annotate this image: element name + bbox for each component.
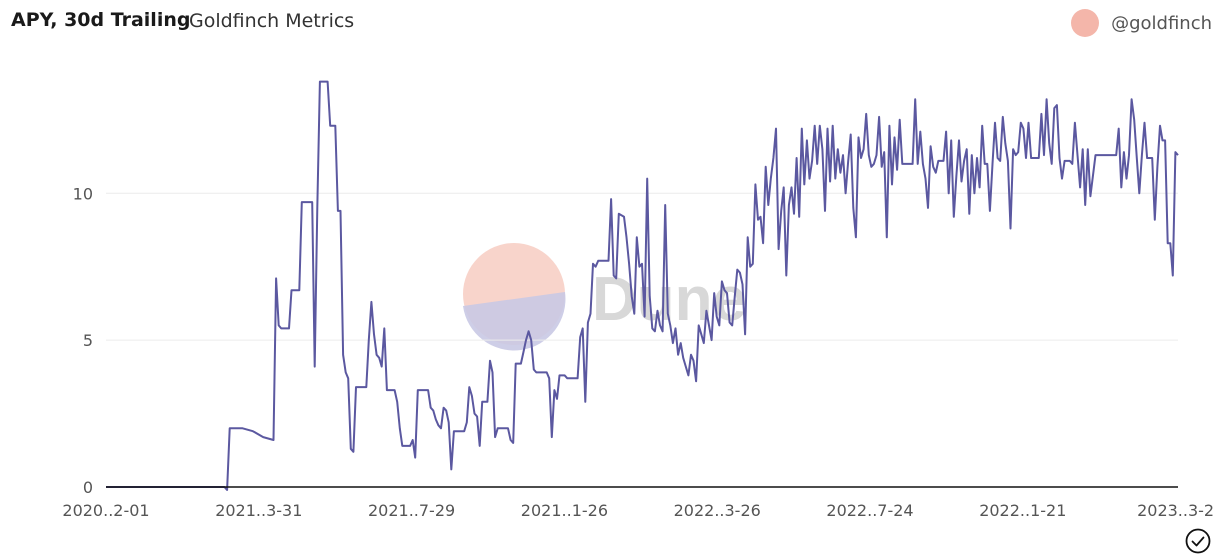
x-axis: 2020..2-01 2021..3-31 2021..7-29 2021..1-26… [62,501,1214,520]
gridlines [106,192,1178,341]
author-name[interactable]: @goldfinch [1111,12,1212,34]
y-tick-label: 5 [83,331,93,350]
watermark-circle-lower-icon [463,292,566,351]
x-tick-label: 2021..7-29 [368,501,455,520]
chart-title: APY, 30d Trailing [11,9,191,31]
y-tick-label: 10 [73,184,93,203]
author-badge[interactable]: @goldfinch [1071,8,1212,38]
dashboard-name[interactable]: Goldfinch Metrics [189,10,355,32]
x-tick-label: 2021..3-31 [215,501,302,520]
avatar [1071,9,1100,37]
series-line-apy[interactable] [106,80,1179,491]
x-tick-label: 2022..7-24 [826,501,913,520]
x-tick-label: 2022..1-21 [979,501,1066,520]
y-tick-label: 0 [83,478,93,497]
chart-header: APY, 30d Trailing Goldfinch Metrics @gol… [0,0,1221,44]
x-tick-label: 2023..3-2 [1137,501,1214,520]
x-tick-label: 2020..2-01 [62,501,149,520]
check-circle-icon[interactable] [1185,528,1211,554]
x-tick-label: 2021..1-26 [521,501,608,520]
y-axis: 0 5 10 [73,184,93,497]
x-tick-label: 2022..3-26 [674,501,761,520]
